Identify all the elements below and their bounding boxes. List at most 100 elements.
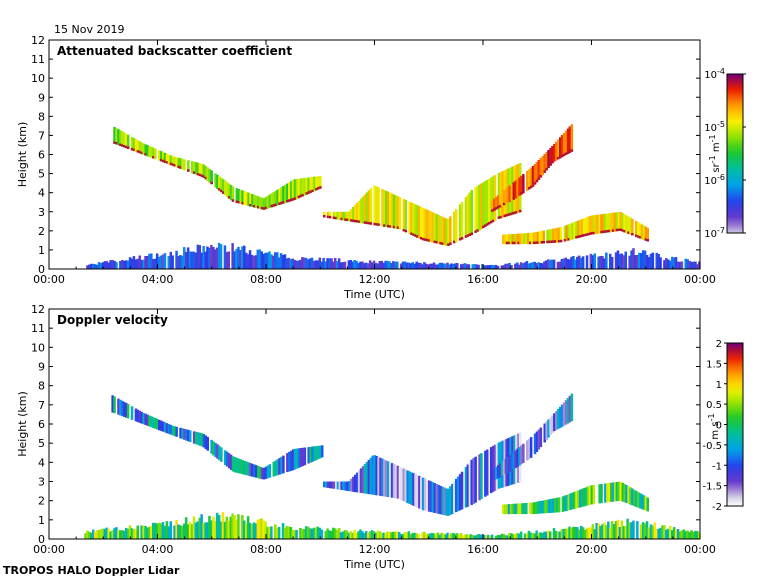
boundary-layer-column xyxy=(363,263,366,269)
boundary-layer-column xyxy=(295,530,298,539)
high-cloud-layer-column xyxy=(307,447,310,464)
boundary-layer-column xyxy=(589,527,593,539)
high-cloud-layer-column xyxy=(158,419,161,431)
rising-cloud-column xyxy=(537,160,541,180)
low-cloud-layer-column xyxy=(608,213,611,233)
high-cloud-layer-column xyxy=(262,467,266,480)
colorbar-tick-label: -1.5 xyxy=(702,482,722,493)
rising-cloud-base-rim xyxy=(493,208,496,211)
boundary-layer-column xyxy=(277,527,281,539)
high-cloud-layer-column xyxy=(165,423,169,434)
high-cloud-layer-column xyxy=(220,447,223,462)
boundary-layer-column xyxy=(167,526,170,539)
boundary-layer-column xyxy=(370,530,374,539)
rising-cloud-base-rim xyxy=(559,155,562,159)
rising-cloud-column xyxy=(537,429,541,450)
high-cloud-layer-column xyxy=(123,132,126,148)
rising-cloud-column xyxy=(504,458,508,474)
y-tick-label: 6 xyxy=(38,149,45,162)
boundary-layer-column xyxy=(150,253,153,269)
boundary-layer-column xyxy=(634,255,637,269)
rising-cloud-base-rim xyxy=(522,190,525,194)
high-cloud-layer-column xyxy=(274,460,277,476)
boundary-layer-column xyxy=(219,244,223,269)
high-cloud-layer-column xyxy=(130,406,134,420)
boundary-layer-column xyxy=(136,525,139,539)
high-cloud-layer-column xyxy=(309,446,312,463)
boundary-layer-column xyxy=(183,523,186,539)
high-cloud-layer-column xyxy=(257,196,260,209)
high-cloud-layer-base-rim xyxy=(282,201,285,204)
rising-cloud-column xyxy=(559,137,562,159)
boundary-layer-column xyxy=(523,262,527,269)
boundary-layer-column xyxy=(289,259,292,269)
high-cloud-layer-column xyxy=(249,463,252,477)
high-cloud-layer-column xyxy=(222,179,225,194)
boundary-layer-column xyxy=(349,260,352,269)
boundary-layer-column xyxy=(403,261,407,269)
boundary-layer-column xyxy=(632,520,635,539)
boundary-layer-column xyxy=(607,521,610,539)
boundary-layer-column xyxy=(411,533,414,539)
rising-cloud-base-rim xyxy=(560,154,564,158)
descending-cloud-column xyxy=(373,455,376,495)
boundary-layer-column xyxy=(549,531,552,539)
high-cloud-layer-column xyxy=(134,408,138,422)
descending-cloud-column xyxy=(361,466,365,494)
rising-cloud-base-rim xyxy=(528,187,531,190)
rising-cloud-base-rim xyxy=(502,202,506,206)
x-tick-label: 00:00 xyxy=(33,273,65,286)
boundary-layer-column xyxy=(194,252,198,269)
low-cloud-layer-base-rim xyxy=(529,241,532,245)
boundary-layer-column xyxy=(603,522,606,539)
low-cloud-layer-column xyxy=(602,214,605,234)
low-cloud-layer-base-rim xyxy=(542,241,545,244)
boundary-layer-column xyxy=(314,527,318,539)
descending-cloud-base-rim xyxy=(423,238,427,241)
boundary-layer-column xyxy=(93,531,97,539)
boundary-layer-column xyxy=(303,257,306,269)
boundary-layer-column xyxy=(688,260,691,269)
boundary-layer-column xyxy=(597,523,600,539)
high-cloud-layer-base-rim xyxy=(179,166,182,169)
high-cloud-layer-column xyxy=(196,162,200,176)
descending-cloud-base-rim xyxy=(474,230,477,233)
low-cloud-layer xyxy=(502,481,649,515)
boundary-layer-column xyxy=(179,255,182,269)
descending-cloud-base-rim xyxy=(410,232,413,235)
boundary-layer-column xyxy=(264,252,267,269)
low-cloud-layer-column xyxy=(502,234,505,245)
descending-cloud-base-rim xyxy=(387,224,390,228)
low-cloud-layer-base-rim xyxy=(638,236,642,239)
boundary-layer-column xyxy=(421,532,424,539)
boundary-layer-column xyxy=(322,258,325,269)
descending-cloud-base-rim xyxy=(491,219,495,223)
descending-cloud-base-rim xyxy=(414,234,417,237)
boundary-layer-column xyxy=(101,262,105,269)
high-cloud-layer-column xyxy=(293,179,297,200)
boundary-layer-column xyxy=(84,533,87,539)
boundary-layer-column xyxy=(529,532,533,539)
boundary-layer-column xyxy=(188,251,192,269)
descending-cloud-base-rim xyxy=(447,243,450,246)
boundary-layer-column xyxy=(361,531,364,539)
descending-cloud-base-rim xyxy=(334,216,338,220)
boundary-layer-column xyxy=(568,259,571,269)
boundary-layer-column xyxy=(452,533,455,539)
boundary-layer-column xyxy=(339,532,343,539)
rising-cloud xyxy=(491,393,574,482)
boundary-layer-column xyxy=(367,263,370,269)
high-cloud-layer-column xyxy=(169,155,173,166)
descending-cloud-column xyxy=(352,207,355,222)
high-cloud-layer-column xyxy=(144,413,147,425)
descending-cloud-column xyxy=(402,199,406,232)
descending-cloud-base-rim xyxy=(367,221,371,225)
boundary-layer-column xyxy=(450,533,453,539)
low-cloud-layer-column xyxy=(563,225,567,242)
boundary-layer-column xyxy=(382,532,385,539)
low-cloud-layer-base-rim xyxy=(532,241,536,245)
boundary-layer-column xyxy=(694,530,697,539)
rising-cloud-column xyxy=(528,169,531,190)
high-cloud-layer-column xyxy=(179,427,182,439)
boundary-layer-column xyxy=(200,252,203,269)
